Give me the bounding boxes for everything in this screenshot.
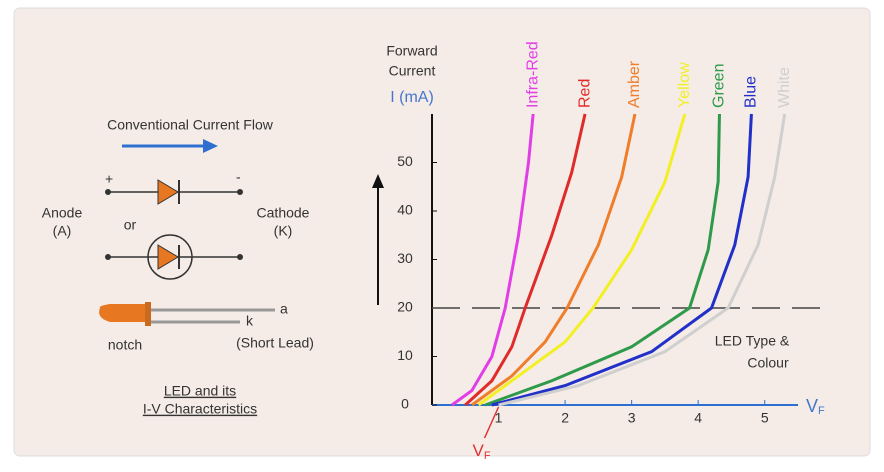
- minus: -: [236, 169, 241, 185]
- annotation: LED Type &: [715, 333, 790, 349]
- x-tick-label: 5: [761, 410, 769, 426]
- lead-a: a: [280, 301, 288, 317]
- y-unit: I (mA): [390, 89, 434, 106]
- cathode-label: (K): [274, 223, 293, 239]
- anode-label: Anode: [42, 205, 83, 221]
- anode-label: (A): [53, 223, 72, 239]
- flow-label: Conventional Current Flow: [107, 117, 274, 133]
- legend-label: White: [776, 67, 793, 108]
- node: [105, 254, 111, 260]
- cathode-label: Cathode: [257, 205, 310, 221]
- legend-label: Yellow: [676, 62, 693, 108]
- lead-k: k: [246, 313, 254, 329]
- node: [105, 189, 111, 195]
- legend-label: Amber: [626, 60, 643, 108]
- x-tick-label: 3: [628, 410, 636, 426]
- or-label: or: [124, 217, 137, 233]
- y-tick-label: 20: [397, 299, 413, 315]
- y-tick-label: 0: [401, 396, 409, 412]
- node: [237, 254, 243, 260]
- y-tick-label: 30: [397, 250, 413, 266]
- chart: Conventional Current Flow + - Anode (A) …: [0, 0, 884, 472]
- plus: +: [105, 171, 113, 187]
- caption: I-V Characteristics: [143, 401, 257, 417]
- vf-sub: F: [484, 450, 491, 462]
- legend-label: Infra-Red: [524, 41, 541, 108]
- node: [237, 189, 243, 195]
- caption: LED and its: [164, 383, 236, 399]
- led-body: [99, 304, 145, 322]
- x-label-sub: F: [818, 405, 825, 417]
- x-tick-label: 2: [561, 410, 569, 426]
- legend-label: Blue: [743, 76, 760, 108]
- notch-label: notch: [108, 337, 142, 353]
- y-label: Current: [389, 63, 436, 79]
- annotation: Colour: [747, 355, 789, 371]
- legend-label: Green: [711, 64, 728, 108]
- legend-label: Red: [576, 79, 593, 108]
- x-label-main: V: [806, 396, 818, 416]
- y-tick-label: 10: [397, 347, 413, 363]
- y-tick-label: 40: [397, 202, 413, 218]
- short-lead-label: (Short Lead): [236, 335, 314, 351]
- y-tick-label: 50: [397, 153, 413, 169]
- y-label: Forward: [386, 43, 437, 59]
- x-tick-label: 4: [694, 410, 702, 426]
- vf-main: V: [473, 441, 485, 460]
- panel: [14, 8, 870, 456]
- led-notch: [145, 302, 151, 326]
